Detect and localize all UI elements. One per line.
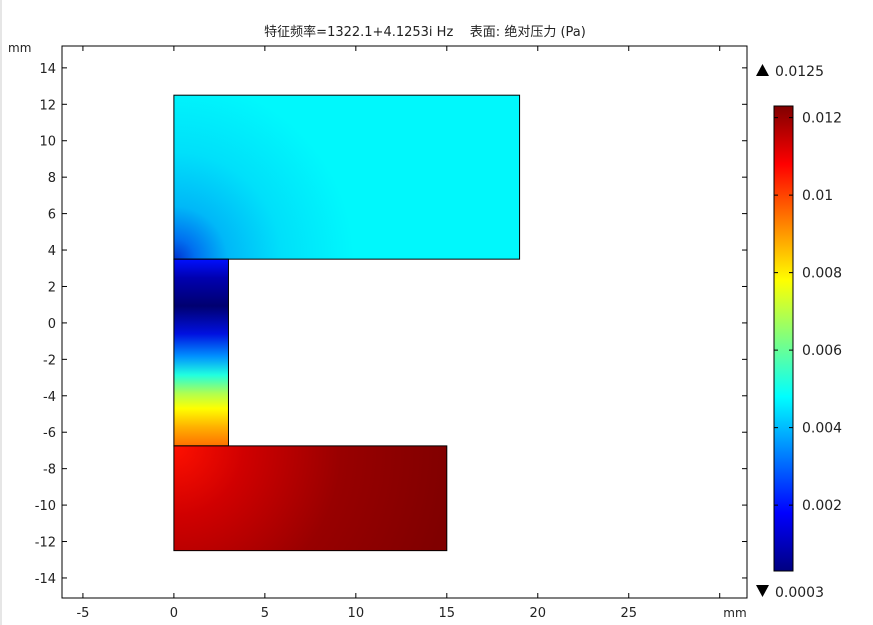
colorbar-tick-label: 0.002	[802, 498, 842, 514]
y-tick-label: 8	[48, 171, 56, 186]
x-tick-label: -5	[76, 606, 89, 621]
min-triangle-icon	[756, 585, 769, 597]
x-axis-unit: mm	[723, 606, 746, 620]
y-tick-label: 14	[39, 62, 56, 77]
domain-1	[173, 94, 521, 260]
colorbar-max-label: 0.0125	[775, 64, 824, 80]
x-tick-label: 15	[439, 606, 456, 621]
colorbar-min-label: 0.0003	[775, 585, 824, 601]
y-tick-label: 0	[48, 317, 56, 332]
y-tick-label: -10	[35, 499, 56, 514]
y-tick-label: 10	[39, 135, 56, 150]
colorbar-tick-label: 0.01	[802, 188, 833, 204]
colorbar-tick-label: 0.004	[802, 421, 842, 437]
domain-2	[173, 258, 229, 447]
y-tick-label: 6	[48, 208, 56, 223]
y-tick-label: 4	[48, 244, 56, 259]
y-tick-label: -14	[35, 572, 56, 587]
y-tick-label: -4	[43, 390, 56, 405]
x-tick-label: 10	[348, 606, 365, 621]
window-edge	[0, 0, 2, 625]
y-tick-label: -6	[43, 426, 56, 441]
y-tick-label: -8	[43, 463, 56, 478]
x-tick-label: 5	[261, 606, 269, 621]
colorbar-tick-label: 0.006	[802, 343, 842, 359]
y-tick-label: 2	[48, 280, 56, 295]
y-tick-label: -12	[35, 536, 56, 551]
colorbar-tick-label: 0.008	[802, 266, 842, 282]
y-tick-label: -2	[43, 353, 56, 368]
plot-frame	[61, 45, 748, 599]
x-tick-label: 20	[529, 606, 546, 621]
y-axis-unit: mm	[8, 41, 31, 55]
domain-3	[173, 445, 448, 552]
x-tick-label: 25	[620, 606, 637, 621]
max-triangle-icon	[756, 64, 769, 76]
colorbar	[773, 105, 794, 572]
chart-title: 特征频率=1322.1+4.1253i Hz 表面: 绝对压力 (Pa)	[264, 24, 586, 40]
y-tick-label: 12	[39, 98, 56, 113]
x-tick-label: 0	[170, 606, 178, 621]
colorbar-tick-label: 0.012	[802, 111, 842, 127]
